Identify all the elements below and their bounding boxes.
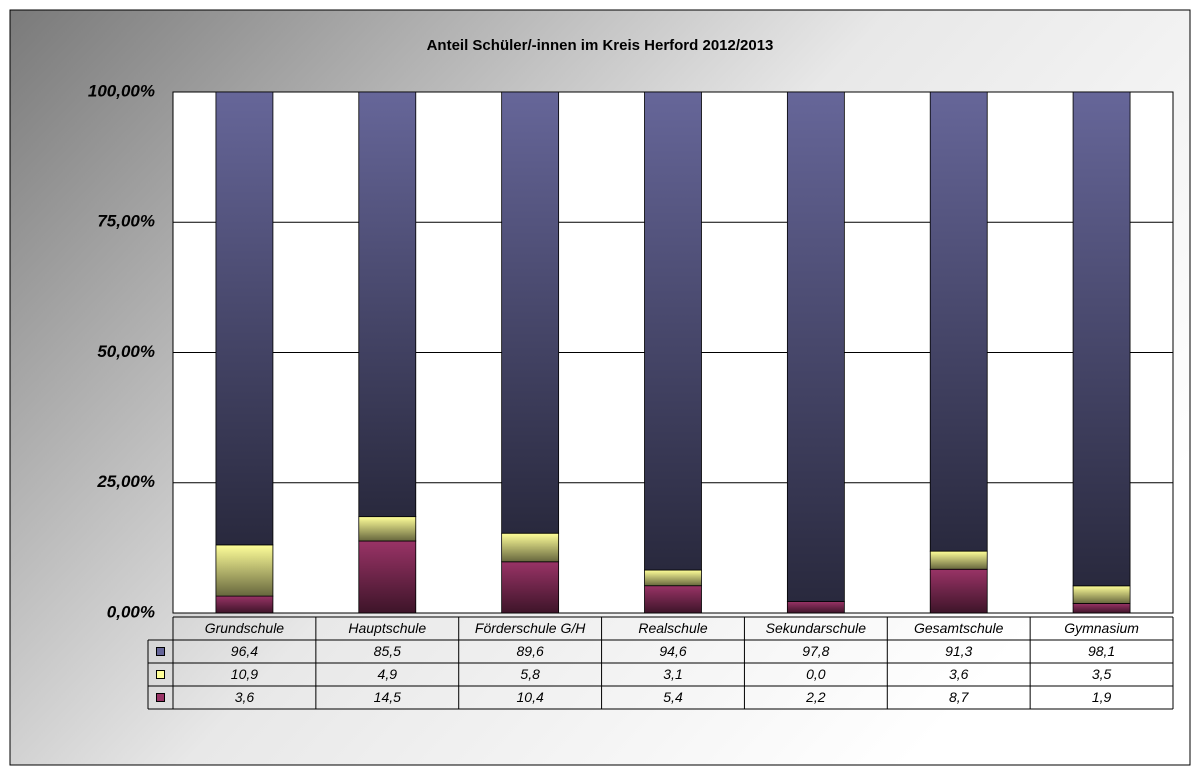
table-value: 4,9	[378, 666, 398, 682]
chart-title: Anteil Schüler/-innen im Kreis Herford 2…	[427, 37, 774, 54]
bar-segment	[786, 601, 845, 614]
bar-segment	[786, 91, 845, 602]
table-value: 98,1	[1088, 643, 1115, 659]
category-label: Hauptschule	[348, 620, 426, 636]
table-value: 1,9	[1092, 689, 1112, 705]
legend-key	[156, 693, 165, 702]
table-value: 5,8	[520, 666, 540, 682]
table-value: 3,6	[235, 689, 255, 705]
table-value: 96,4	[231, 643, 258, 659]
bar-segment	[501, 91, 560, 534]
bar-segment	[358, 540, 417, 614]
table-value: 2,2	[805, 689, 826, 705]
y-tick-label: 0,00%	[107, 602, 155, 621]
table-value: 0,0	[806, 666, 826, 682]
category-label: Förderschule G/H	[475, 620, 586, 636]
table-value: 10,4	[517, 689, 544, 705]
bar-segment	[501, 561, 560, 614]
bar-segment	[215, 544, 274, 597]
table-value: 97,8	[802, 643, 829, 659]
bar-segment	[929, 91, 988, 552]
table-value: 89,6	[517, 643, 544, 659]
bar-segment	[358, 91, 417, 518]
category-label: Grundschule	[205, 620, 285, 636]
table-value: 94,6	[659, 643, 686, 659]
table-value: 85,5	[374, 643, 401, 659]
bar-segment	[929, 568, 988, 614]
table-value: 5,4	[663, 689, 683, 705]
bar-segment	[1072, 585, 1131, 604]
y-tick-label: 75,00%	[97, 212, 155, 231]
bar-segment	[644, 91, 702, 571]
bar-segment	[644, 585, 702, 614]
category-label: Gesamtschule	[914, 620, 1004, 636]
bar-segment	[501, 532, 560, 563]
table-value: 14,5	[374, 689, 401, 705]
y-tick-label: 100,00%	[88, 81, 155, 100]
legend-key	[156, 670, 165, 679]
table-value: 3,1	[663, 666, 682, 682]
y-tick-label: 50,00%	[97, 342, 155, 361]
y-tick-label: 25,00%	[96, 472, 155, 491]
table-value: 91,3	[945, 643, 972, 659]
bar-segment	[215, 595, 274, 614]
bar-segment	[644, 569, 702, 587]
bar-segment	[929, 550, 988, 570]
table-value: 3,6	[949, 666, 969, 682]
bar-segment	[215, 91, 274, 546]
table-value: 3,5	[1092, 666, 1112, 682]
table-value: 10,9	[231, 666, 258, 682]
legend-key	[156, 647, 165, 656]
bar-segment	[1072, 91, 1131, 587]
table-value: 8,7	[949, 689, 970, 705]
category-label: Sekundarschule	[766, 620, 867, 636]
bar-segment	[358, 516, 417, 542]
category-label: Gymnasium	[1064, 620, 1139, 636]
bar-segment	[1072, 603, 1131, 614]
category-label: Realschule	[638, 620, 707, 636]
